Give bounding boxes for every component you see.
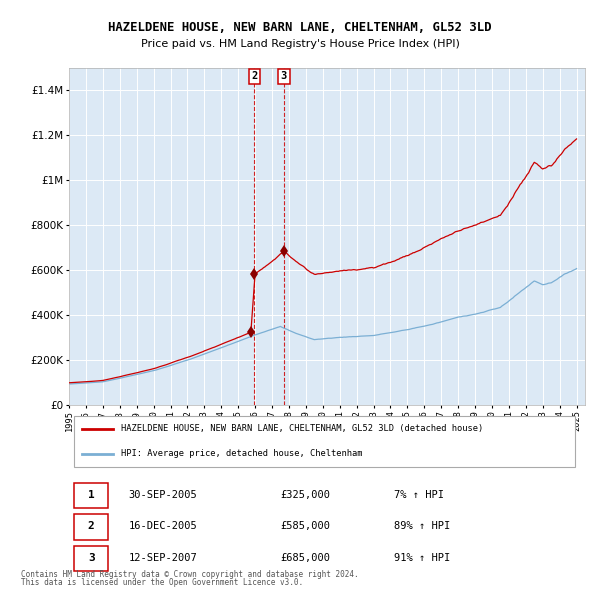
Text: 3: 3	[88, 553, 95, 563]
Text: 12-SEP-2007: 12-SEP-2007	[128, 553, 197, 563]
Text: 89% ↑ HPI: 89% ↑ HPI	[394, 521, 451, 531]
Text: 30-SEP-2005: 30-SEP-2005	[128, 490, 197, 500]
Text: HAZELDENE HOUSE, NEW BARN LANE, CHELTENHAM, GL52 3LD: HAZELDENE HOUSE, NEW BARN LANE, CHELTENH…	[108, 21, 492, 34]
Text: This data is licensed under the Open Government Licence v3.0.: This data is licensed under the Open Gov…	[21, 578, 303, 587]
Text: HPI: Average price, detached house, Cheltenham: HPI: Average price, detached house, Chel…	[121, 450, 362, 458]
FancyBboxPatch shape	[74, 416, 575, 467]
Text: £585,000: £585,000	[281, 521, 331, 531]
Text: Contains HM Land Registry data © Crown copyright and database right 2024.: Contains HM Land Registry data © Crown c…	[21, 570, 359, 579]
Text: £325,000: £325,000	[281, 490, 331, 500]
Text: HAZELDENE HOUSE, NEW BARN LANE, CHELTENHAM, GL52 3LD (detached house): HAZELDENE HOUSE, NEW BARN LANE, CHELTENH…	[121, 424, 483, 433]
Text: 2: 2	[88, 521, 95, 531]
Text: 3: 3	[281, 71, 287, 81]
Text: 16-DEC-2005: 16-DEC-2005	[128, 521, 197, 531]
FancyBboxPatch shape	[74, 546, 108, 571]
Text: £685,000: £685,000	[281, 553, 331, 563]
FancyBboxPatch shape	[74, 514, 108, 540]
Text: 91% ↑ HPI: 91% ↑ HPI	[394, 553, 451, 563]
Text: Price paid vs. HM Land Registry's House Price Index (HPI): Price paid vs. HM Land Registry's House …	[140, 39, 460, 48]
Text: 7% ↑ HPI: 7% ↑ HPI	[394, 490, 444, 500]
Text: 2: 2	[251, 71, 257, 81]
Text: 1: 1	[88, 490, 95, 500]
FancyBboxPatch shape	[74, 483, 108, 509]
